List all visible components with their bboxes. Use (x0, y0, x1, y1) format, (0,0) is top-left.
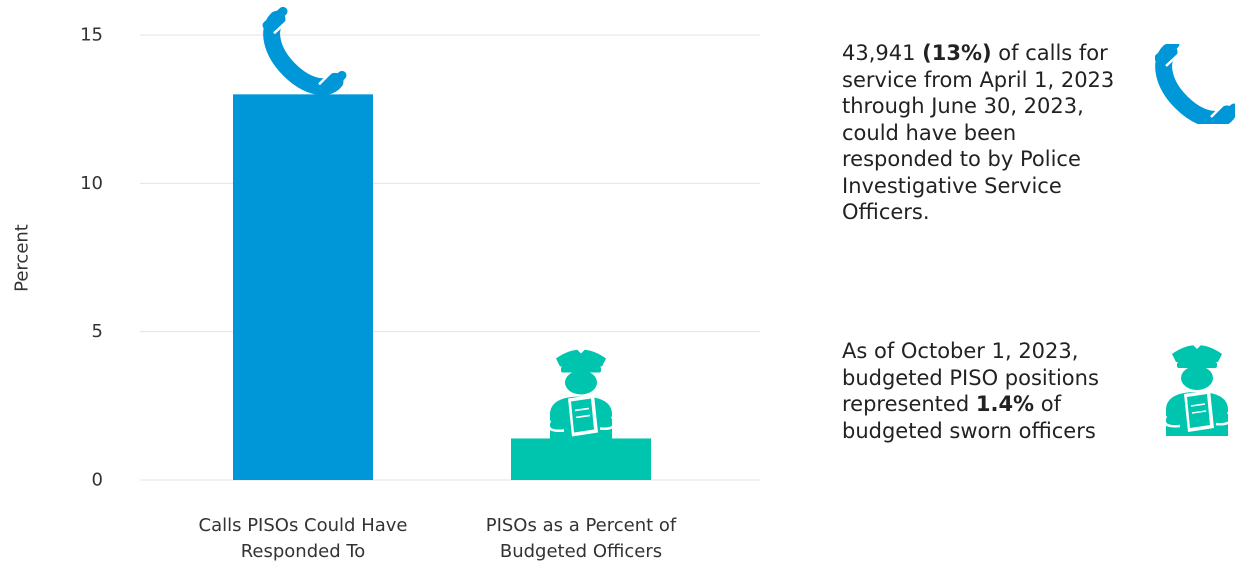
bar-chart: 0 5 10 15 Percent Calls PISOs Could Have Res… (12, 6, 760, 562)
note-text: budgeted PISO positions (842, 365, 1099, 390)
y-tick-label: 5 (92, 321, 103, 342)
category-label: PISOs as a Percent of (486, 515, 677, 536)
note-line: service from April 1, 2023 (842, 67, 1127, 94)
phone-icon (1155, 44, 1235, 124)
note-highlight: (13%) (922, 41, 992, 65)
y-tick-label: 10 (80, 173, 103, 194)
officer-icon (1163, 341, 1232, 436)
category-label: Responded To (241, 541, 366, 562)
note-line: 43,941 (13%) of calls for (842, 40, 1127, 67)
note-text: represented (842, 392, 976, 416)
y-tick-label: 0 (92, 470, 103, 491)
note-line: responded to by Police (842, 146, 1127, 173)
note-text: 43,941 (842, 41, 923, 65)
note-text: As of October 1, 2023, (842, 339, 1079, 363)
note-line: As of October 1, 2023, (842, 338, 1142, 365)
note-text: budgeted sworn officers (842, 418, 1096, 443)
note-text: through June 30, 2023, (842, 94, 1084, 118)
note-text: of (1034, 392, 1062, 416)
note-line: budgeted sworn officers (842, 418, 1142, 445)
note-line: could have been (842, 120, 1127, 147)
note-line: Officers. (842, 199, 1127, 226)
note-text: Investigative Service (842, 173, 1062, 198)
bar (511, 438, 651, 480)
calls-note: 43,941 (13%) of calls for service from Ap… (842, 40, 1127, 226)
note-text: service from April 1, 2023 (842, 67, 1115, 92)
category-labels: Calls PISOs Could Have Responded To PISOs … (199, 515, 677, 562)
officer-icon (547, 345, 616, 441)
bars (233, 94, 651, 480)
note-highlight: 1.4% (975, 392, 1035, 416)
note-line: represented 1.4% of (842, 391, 1142, 418)
bar (233, 94, 373, 480)
note-text: responded to by Police (842, 147, 1081, 171)
category-label: Calls PISOs Could Have (199, 515, 408, 536)
note-text: Officers. (842, 200, 930, 224)
bar-icons (262, 6, 616, 441)
note-text: could have been (842, 120, 1017, 145)
phone-icon (262, 6, 347, 96)
y-axis-ticks: 0 5 10 15 (80, 25, 103, 491)
y-axis-label: Percent (12, 224, 33, 292)
note-line: Investigative Service (842, 173, 1127, 200)
piso-note: As of October 1, 2023, budgeted PISO posi… (842, 338, 1142, 444)
y-tick-label: 15 (80, 25, 103, 46)
note-text: of calls for (991, 41, 1108, 65)
category-label: Budgeted Officers (500, 541, 662, 562)
note-line: budgeted PISO positions (842, 365, 1142, 392)
note-line: through June 30, 2023, (842, 93, 1127, 120)
